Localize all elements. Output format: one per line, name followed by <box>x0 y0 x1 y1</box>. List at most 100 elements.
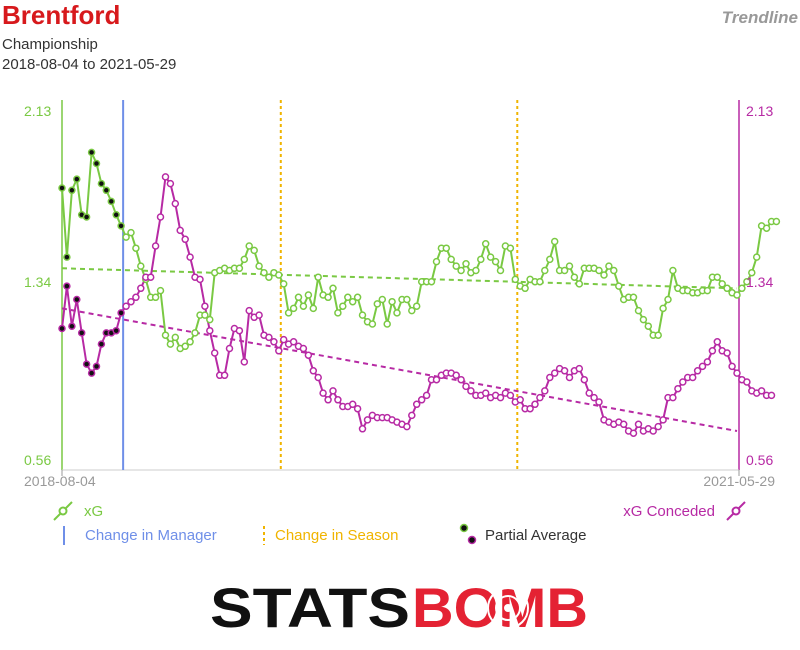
xg-point <box>314 273 322 281</box>
axes <box>61 100 740 476</box>
xg-point <box>304 291 313 299</box>
xg-conceded-point <box>220 371 229 380</box>
x-tick-start: 2018-08-04 <box>24 473 96 489</box>
xg-point <box>63 253 71 261</box>
xg-point <box>748 268 756 277</box>
xg-conceded-point <box>265 333 273 342</box>
xg-point <box>117 222 125 230</box>
xg-conceded-point <box>585 389 593 397</box>
xg-point <box>206 315 214 324</box>
xg-point <box>309 304 318 313</box>
xg-conceded-point <box>536 393 544 402</box>
xg-conceded-point <box>196 275 204 284</box>
statsbomb-logo: STATS BOMB <box>210 576 588 639</box>
xg-conceded-point <box>156 213 165 221</box>
xg-point <box>550 237 559 246</box>
xg-point <box>491 257 500 266</box>
xg-conceded-point <box>708 347 717 355</box>
xg-point <box>772 217 781 226</box>
xg-conceded-point <box>201 302 209 310</box>
xg-conceded-point <box>92 362 101 371</box>
xg-conceded-point <box>550 369 559 377</box>
xg-point <box>344 293 352 302</box>
xg-point <box>605 262 613 270</box>
legend: xG xG Conceded Change in Manager Change … <box>53 501 746 545</box>
xg-conceded-point <box>432 375 441 384</box>
xg-conceded-point <box>698 362 707 371</box>
xg-conceded-point <box>176 226 184 235</box>
xg-point <box>82 213 91 221</box>
xg-point <box>58 184 66 192</box>
xg-point <box>166 340 175 348</box>
xg-point <box>112 211 120 219</box>
xg-point <box>265 273 273 281</box>
xg-point <box>388 297 396 306</box>
y-left-tick-mid: 1.34 <box>24 274 51 290</box>
xg-conceded-point <box>496 393 505 402</box>
xg-conceded-point <box>319 389 327 397</box>
xg-conceded-point <box>590 393 598 402</box>
xg-conceded-point <box>161 173 170 181</box>
xg-conceded-point <box>516 396 524 404</box>
legend-manager-label: Change in Manager <box>85 527 217 544</box>
xg-conceded-point <box>422 391 431 400</box>
xg-conceded-point <box>457 375 465 384</box>
xg-point <box>536 277 544 286</box>
xg-conceded-point <box>82 360 91 368</box>
xg-conceded-point <box>171 199 180 208</box>
xg-conceded-point <box>304 351 313 359</box>
xg-conceded-point <box>767 391 776 400</box>
xg-point <box>610 266 618 275</box>
xg-conceded-point <box>68 322 76 330</box>
xg-conceded-point <box>87 369 96 377</box>
xg-point <box>733 291 741 299</box>
xg-conceded-point <box>619 420 628 429</box>
xg-point <box>634 306 643 315</box>
xg-point <box>102 186 111 195</box>
trendline-label: Trendline <box>721 8 798 27</box>
xg-point <box>477 255 485 264</box>
xg-conceded-point <box>279 335 288 344</box>
xg-point <box>339 302 347 310</box>
xg-conceded-point <box>58 324 66 333</box>
xg-point <box>68 186 76 195</box>
xg-conceded-point <box>245 306 253 315</box>
xg-point <box>723 284 731 293</box>
xg-conceded-point <box>541 387 549 395</box>
xg-conceded-point <box>240 358 249 366</box>
xg-conceded-point <box>255 311 263 319</box>
date-range: 2018-08-04 to 2021-05-29 <box>2 56 177 73</box>
xg-point <box>275 271 283 279</box>
xg-point <box>181 342 189 351</box>
xg-conceded-point <box>452 371 460 380</box>
legend-partial-icon <box>459 523 477 545</box>
xg-conceded-point <box>526 404 534 413</box>
xg-point <box>718 280 726 288</box>
legend-xg-conceded-icon <box>726 501 746 521</box>
xg-conceded-point <box>560 367 569 375</box>
y-left-tick-top: 2.13 <box>24 103 51 119</box>
legend-xg-conceded-label: xG Conceded <box>623 503 715 520</box>
xg-point <box>669 266 677 275</box>
xg-point <box>738 284 746 293</box>
xg-conceded-point <box>467 387 475 395</box>
xg-conceded-point <box>117 309 125 317</box>
xg-point <box>289 304 298 313</box>
xg-point <box>378 295 387 304</box>
xg-point <box>472 266 480 275</box>
xg-conceded-point <box>329 387 337 395</box>
xg-point <box>235 264 244 273</box>
logo-text-bomb: BOMB <box>412 576 588 639</box>
xg-point <box>373 300 382 308</box>
series-lines <box>61 151 777 435</box>
xg-point <box>151 293 160 302</box>
xg-conceded-point <box>403 422 411 431</box>
xg-point <box>156 286 165 295</box>
xg-point <box>240 255 249 264</box>
xg-point <box>659 304 667 313</box>
x-tick-end: 2021-05-29 <box>703 473 775 489</box>
xg-conceded-point <box>659 416 667 424</box>
xg-point <box>762 224 771 232</box>
xg-point <box>284 309 293 317</box>
